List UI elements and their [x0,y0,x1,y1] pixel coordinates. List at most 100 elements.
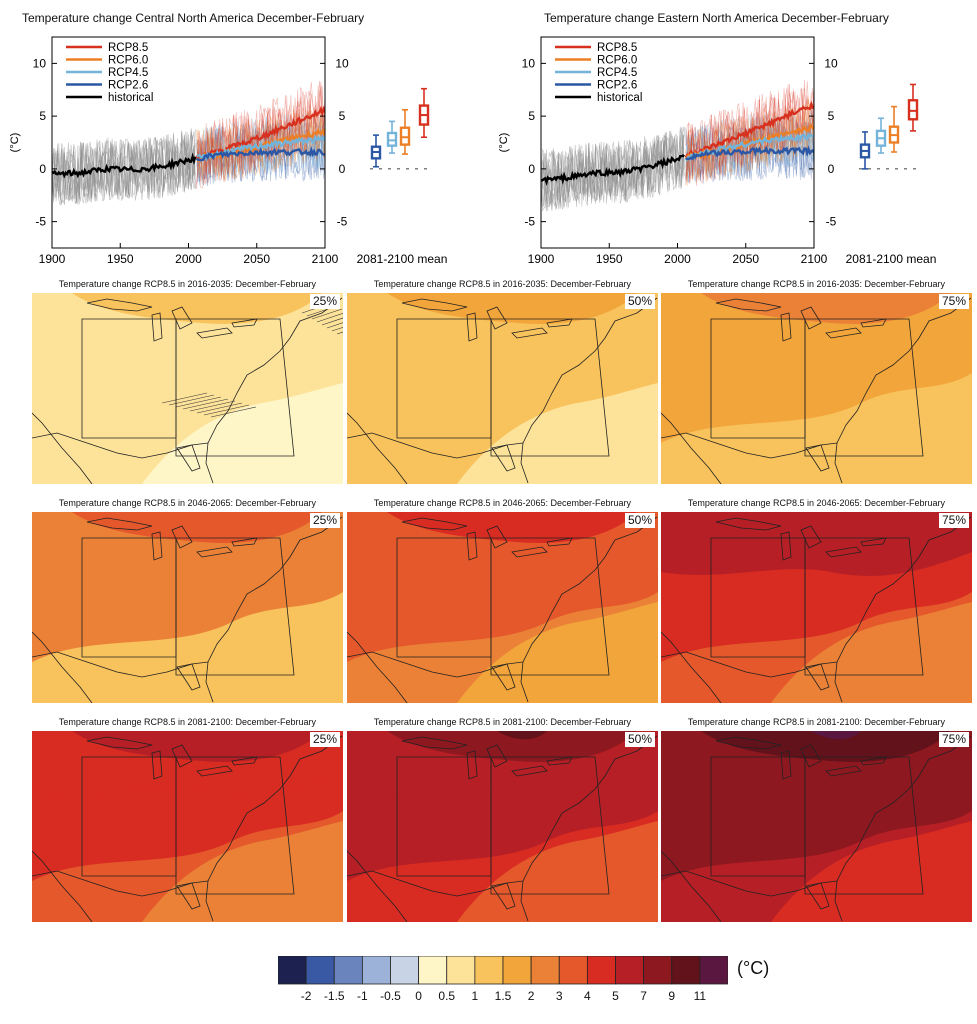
mexico-coastline [347,631,408,703]
florida-coastline [805,663,830,691]
great-lake-outline [825,546,862,558]
y-tick-label: 10 [33,56,47,70]
y-tick-label: 10 [522,56,536,70]
great-lake-outline [196,327,233,339]
great-lake-outline [860,537,887,547]
percentile-label: 25% [310,732,341,747]
gulf-coastline [661,651,838,678]
timeseries-chart-central: 1900 1950 2000 2050 2100 -5 -5 0 0 5 5 10 10 (°C) RCP8… [9,36,447,266]
gulf-coastline [347,432,524,459]
colorbar-tick-label: 4 [584,989,591,1003]
boxplot-rcp26 [370,134,382,168]
y-tick-label-right: 10 [335,56,349,70]
mexico-coastline [347,850,408,922]
colorbar-swatch [558,956,588,985]
x-tick-label: 1900 [528,252,555,266]
map-title: Temperature change RCP8.5 in 2046-2065: … [58,498,317,508]
x-tick-label: 2100 [312,252,339,266]
great-lake-outline [546,318,573,328]
colorbar-swatch [474,956,504,985]
y-tick-label: 0 [39,162,46,176]
great-lake-outline [486,525,508,549]
colorbar-swatch [361,956,391,985]
hatch-line [210,406,257,418]
ensemble-member-line [196,105,325,182]
great-lake-outline [231,756,258,766]
percentile-label: 50% [625,294,656,309]
region-box-eastern [804,537,924,676]
great-lake-outline [151,312,163,342]
great-lake-outline [196,546,233,558]
y-tick-label: -5 [524,215,535,229]
percentile-label: 25% [310,513,341,528]
map-field-lowest [457,602,658,703]
map-field-lowest [771,602,972,703]
ensemble-member-line [52,132,196,203]
map-title: Temperature change RCP8.5 in 2081-2100: … [58,717,317,727]
great-lake-outline [800,525,822,549]
ensemble-member-line [196,107,325,183]
colorbar-tick-label: 2 [527,989,535,1003]
ensemble-member-line [685,79,814,184]
y-axis-label: (°C) [9,133,21,153]
map-field-lowest [457,821,658,922]
great-lake-outline [511,765,548,777]
percentile-label: 75% [939,732,970,747]
colorbar-tick-label: 5 [612,989,619,1003]
map-field-lowest [771,821,972,922]
map-title: Temperature change RCP8.5 in 2016-2035: … [373,279,632,289]
colorbar-tick-label: -1.5 [323,989,345,1003]
great-lake-outline [486,744,508,768]
map-panel [347,293,658,484]
boxplot-rcp26 [859,131,871,170]
boxplot-rcp45 [386,120,398,154]
colorbar-swatch [502,956,532,985]
colorbar-swatch [333,956,363,985]
map-field-lowest [142,383,343,484]
timeseries-chart-eastern: 1900 1950 2000 2050 2100 -5 -5 0 0 5 5 10 10 (°C) RCP8… [498,36,936,266]
series-line-rcp85 [684,100,814,159]
ensemble-member-line [685,78,814,180]
x-tick-label: 2000 [175,252,202,266]
hatch-line [316,313,343,323]
map-field-highest [701,293,951,324]
x-tick-label: 2050 [732,252,759,266]
ensemble-member-line [541,130,685,208]
hatch-line [161,392,208,404]
great-lake-outline [231,537,258,547]
map-field-highest [701,512,951,543]
ensemble-member-line [52,134,196,205]
y-tick-label: 5 [39,109,46,123]
map-field-lowest [457,383,658,484]
series-line-historical [52,152,197,179]
colorbar-swatch [699,956,728,985]
series-line-rcp26 [195,146,325,162]
x-tick-label: 2000 [664,252,691,266]
map-panel [661,293,972,484]
map-panel [32,512,343,703]
map-field-lowest [142,821,343,922]
plot-area [52,80,325,206]
colorbar-tick-label: 0 [415,989,422,1003]
map-field-lowest [771,383,972,484]
mexico-coastline [32,631,93,703]
colorbar-swatch [390,956,420,985]
map-field-highest [72,293,322,324]
colorbar-swatch [671,956,701,985]
legend-entry: RCP6.0 [597,55,637,67]
ensemble-member-line [685,109,814,183]
region-box-eastern [490,537,610,676]
y-tick-label: 0 [528,162,535,176]
region-box-eastern [175,318,295,457]
region-box-eastern [490,318,610,457]
map-title: Temperature change RCP8.5 in 2016-2035: … [58,279,317,289]
mexico-coastline [661,412,722,484]
boxplot-rcp60 [399,108,411,155]
ensemble-member-line [685,109,814,179]
florida-coastline [491,882,516,910]
boxplot-rcp45 [875,117,887,154]
great-lake-outline [546,537,573,547]
region-box-eastern [804,756,924,895]
colorbar-tick-label: -2 [300,989,312,1003]
map-field-peak [497,731,547,740]
